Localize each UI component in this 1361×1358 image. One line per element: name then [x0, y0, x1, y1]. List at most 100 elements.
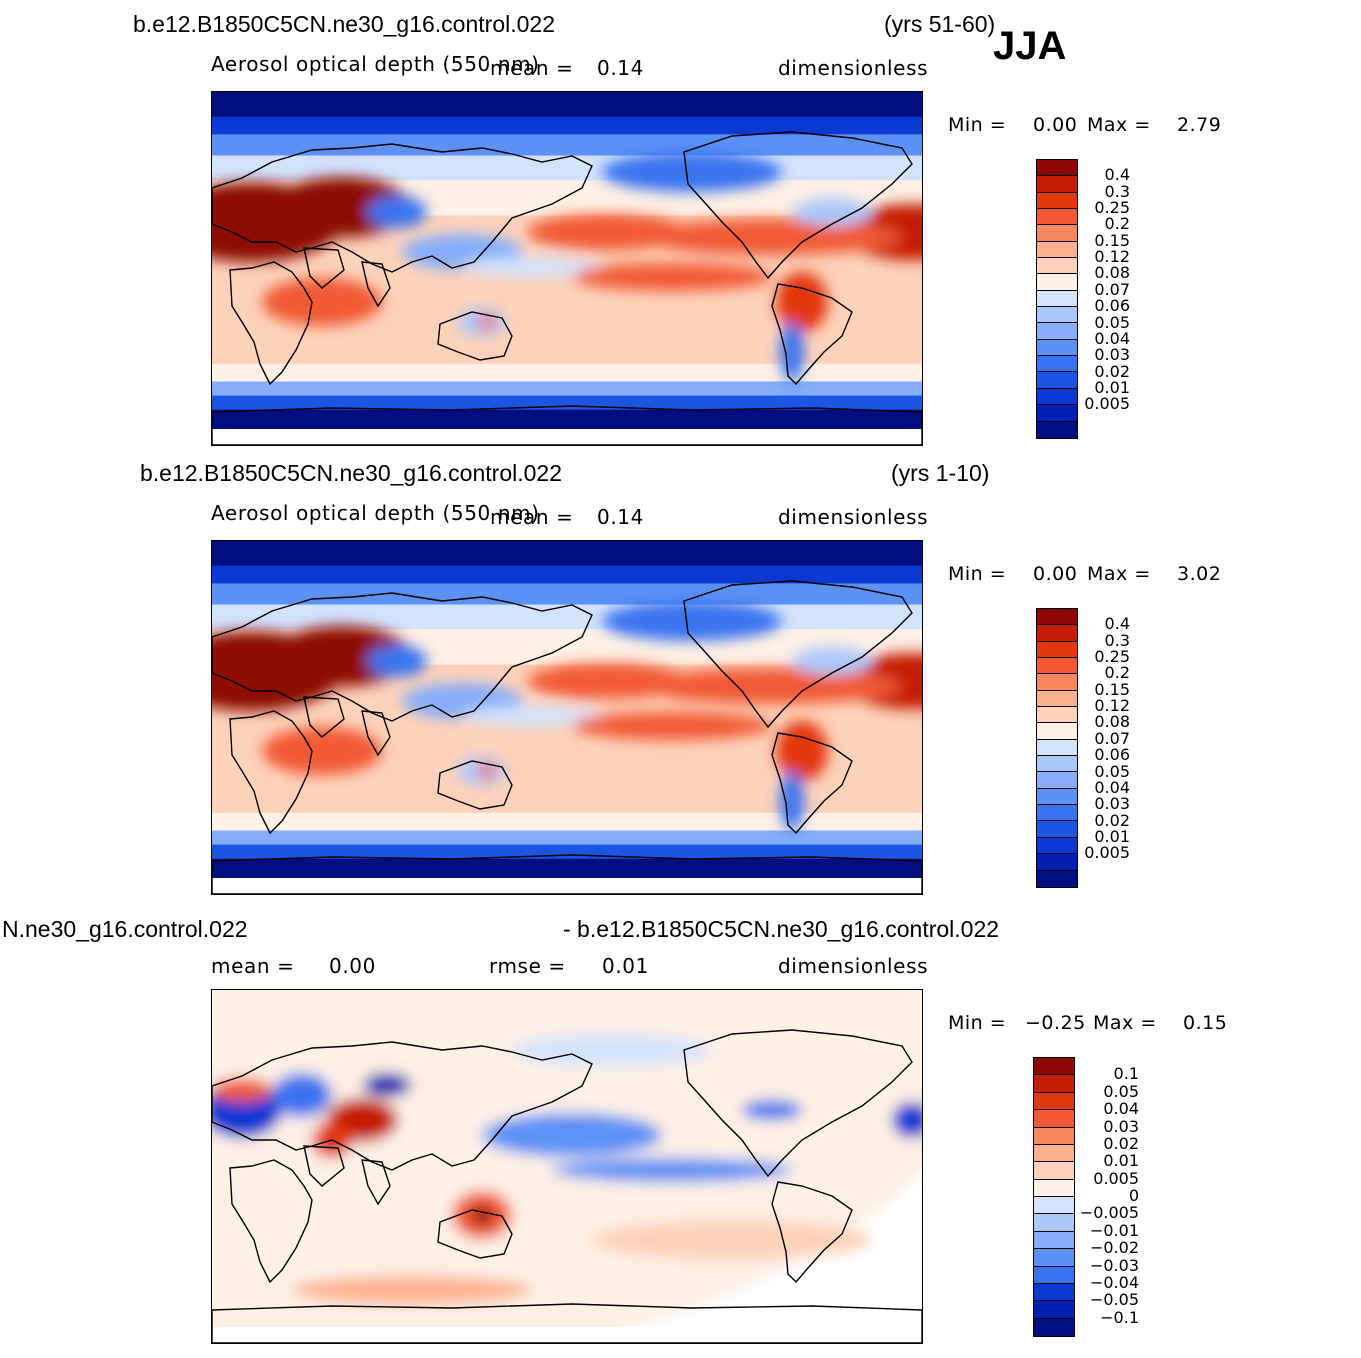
panel1-mean-value: 0.14: [597, 56, 644, 80]
colorbar-box: [1037, 625, 1077, 642]
panel3-mean-label: mean =: [211, 954, 295, 978]
coastlines: [212, 1029, 922, 1343]
panel2-map: [211, 540, 923, 895]
colorbar-box: [1034, 1127, 1074, 1145]
coastline: [229, 261, 313, 386]
coastline: [303, 696, 345, 738]
colorbar-box: [1037, 739, 1077, 757]
panel3-rmse-value: 0.01: [602, 954, 649, 978]
field-band: [212, 363, 922, 383]
panel1-max-label: Max =: [1087, 114, 1151, 136]
colorbar-tick-label: 0.4: [1104, 614, 1130, 634]
colorbar-box: [1037, 388, 1077, 406]
colorbar-box: [1034, 1058, 1074, 1076]
coastline: [437, 1209, 513, 1259]
coastline: [771, 732, 853, 835]
coastline: [437, 760, 513, 810]
field-blob: [292, 1276, 532, 1304]
colorbar-tick-label: −0.04: [1089, 1272, 1139, 1292]
panel3-map: [211, 989, 923, 1344]
field-blob: [262, 727, 382, 775]
colorbar-box: [1037, 192, 1077, 210]
field-blob: [776, 272, 828, 332]
panel2-title-left: b.e12.B1850C5CN.ne30_g16.control.022: [140, 460, 562, 486]
coastline: [683, 580, 913, 729]
colorbar-box: [1037, 160, 1077, 177]
colorbar-tick-label: 0.12: [1094, 247, 1130, 267]
missing-data-band: [212, 878, 922, 894]
panel1-colorbar-labels: 0.4 0.3 0.25 0.2 0.15 0.12 0.08 0.07 0.06 0.05 0.0…: [1080, 159, 1130, 437]
coastline: [361, 1159, 391, 1206]
panel1-title-left: b.e12.B1850C5CN.ne30_g16.control.022: [133, 11, 555, 37]
colorbar-tick-label: 0.15: [1094, 679, 1130, 699]
panel1-variable-label: Aerosol optical depth (550 nm): [211, 52, 540, 76]
colorbar-tick-label: 0.3: [1104, 181, 1130, 201]
colorbar-tick-label: 0.02: [1094, 361, 1130, 381]
colorbar-tick-label: −0.1: [1100, 1307, 1139, 1327]
colorbar-box: [1037, 356, 1077, 373]
field-blob: [776, 721, 828, 781]
coastline: [303, 1145, 345, 1187]
colorbar-tick-label: 0.005: [1084, 843, 1130, 863]
coastline: [683, 131, 913, 280]
field-band: [212, 155, 922, 182]
field-blob: [742, 1100, 802, 1120]
colorbar-tick-label: 0.01: [1094, 826, 1130, 846]
colorbar-box: [1034, 1162, 1074, 1180]
colorbar-tick-label: 0.2: [1104, 663, 1130, 683]
coastlines: [212, 131, 922, 445]
panel1-map-svg: [212, 92, 922, 445]
colorbar-tick-label: 0.05: [1094, 312, 1130, 332]
colorbar-box: [1037, 290, 1077, 308]
coastline: [212, 1041, 593, 1171]
field-band: [212, 92, 922, 118]
colorbar-box: [1037, 307, 1077, 324]
colorbar-tick-label: 0.04: [1094, 777, 1130, 797]
colorbar-box: [1037, 805, 1077, 822]
field-blob: [479, 763, 495, 779]
panel3-title-right: - b.e12.B1850C5CN.ne30_g16.control.022: [563, 916, 1000, 942]
field-blob: [642, 668, 902, 704]
colorbar-tick-label: 0.08: [1094, 712, 1130, 732]
colorbar-tick-label: 0.03: [1094, 794, 1130, 814]
season-label: JJA: [993, 24, 1067, 68]
colorbar-box: [1034, 1301, 1074, 1319]
panel2-min-value: 0.00: [1033, 563, 1078, 585]
colorbar-box: [1037, 274, 1077, 291]
field-band: [212, 844, 922, 860]
field-blob: [572, 712, 772, 740]
colorbar-tick-label: 0.03: [1094, 345, 1130, 365]
colorbar-box: [1037, 756, 1077, 773]
panel1-colorbar: [1036, 159, 1078, 439]
colorbar-tick-label: 0.06: [1094, 296, 1130, 316]
colorbar-tick-label: 0.02: [1103, 1133, 1139, 1153]
field-band: [212, 134, 922, 157]
colorbar-tick-label: 0: [1128, 1186, 1139, 1205]
colorbar-box: [1034, 1110, 1074, 1128]
panel3-min-value: −0.25: [1025, 1012, 1086, 1034]
colorbar-box: [1037, 339, 1077, 357]
field-blob: [780, 771, 804, 831]
colorbar-tick-label: 0.02: [1094, 810, 1130, 830]
panel2-max-label: Max =: [1087, 563, 1151, 585]
colorbar-tick-label: 0.04: [1094, 328, 1130, 348]
field-blob: [272, 1073, 332, 1117]
field-blob: [642, 219, 902, 255]
field-band: [212, 583, 922, 606]
coastline: [437, 311, 513, 361]
field-blob: [262, 278, 382, 326]
field-band: [212, 604, 922, 631]
field-blob: [212, 1078, 272, 1102]
coastline: [229, 710, 313, 835]
panel3-title-left: N.ne30_g16.control.022: [2, 916, 248, 942]
colorbar-box: [1034, 1092, 1074, 1111]
field-blob: [892, 1102, 922, 1138]
panel1-title-right: (yrs 51-60): [884, 11, 996, 37]
coastline: [212, 405, 922, 445]
field-band: [212, 541, 922, 567]
colorbar-box: [1037, 772, 1077, 789]
colorbar-tick-label: −0.02: [1089, 1238, 1139, 1258]
field-band: [212, 395, 922, 411]
colorbar-tick-label: −0.01: [1089, 1220, 1139, 1240]
field-blob: [602, 152, 782, 192]
